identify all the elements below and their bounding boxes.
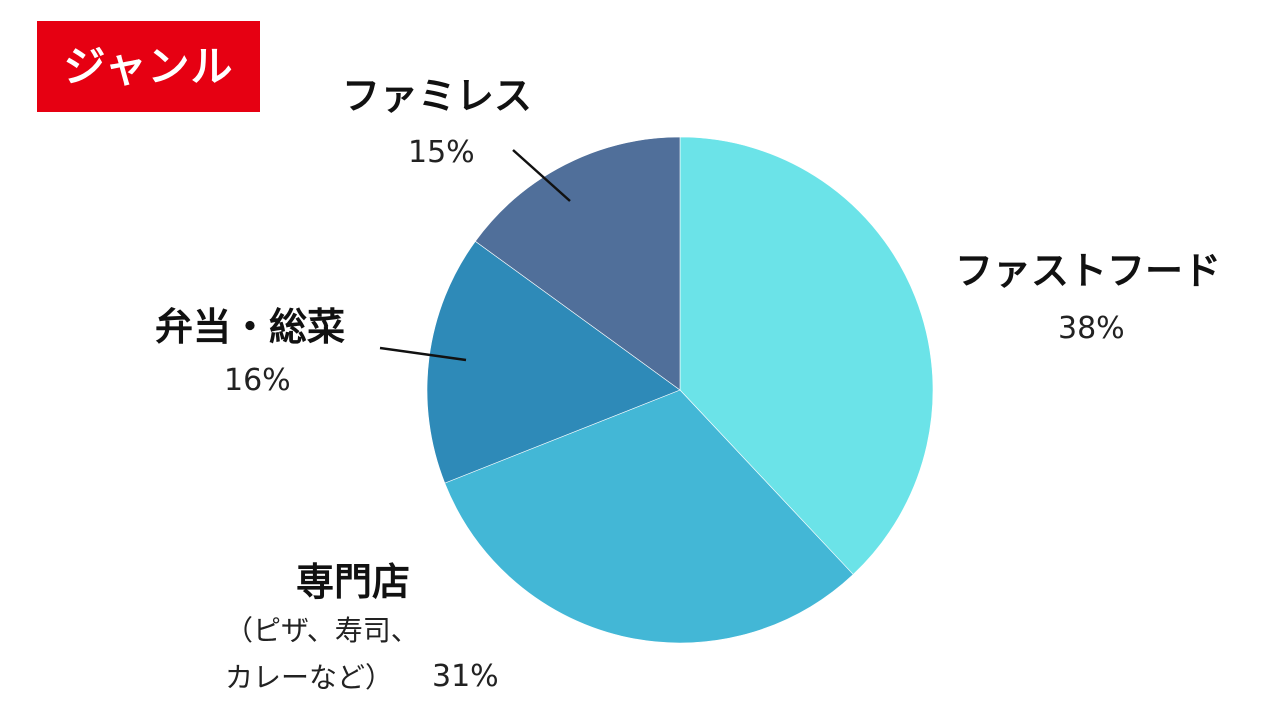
pie-slice-family-restaurant bbox=[474, 136, 681, 391]
label-fast-food-title: ファストフード bbox=[955, 249, 1222, 293]
leader-line-bento bbox=[379, 346, 467, 362]
pie-slice-specialty bbox=[444, 389, 854, 644]
label-family-restaurant-title: ファミレス bbox=[342, 74, 533, 118]
genre-badge: ジャンル bbox=[37, 21, 260, 112]
label-specialty-note-2: カレーなど） bbox=[225, 661, 394, 694]
pie-slices bbox=[426, 136, 934, 644]
label-fast-food-value: 38% bbox=[1058, 311, 1125, 346]
pie-slice-bento bbox=[426, 240, 681, 484]
label-specialty-note-1: （ピザ、寿司、 bbox=[225, 614, 419, 647]
label-specialty-value: 31% bbox=[432, 659, 499, 694]
label-bento-value: 16% bbox=[224, 363, 291, 398]
leader-line-family-restaurant bbox=[512, 149, 571, 202]
pie-slice-fast-food bbox=[679, 136, 934, 575]
label-specialty-title: 専門店 bbox=[296, 560, 411, 604]
label-family-restaurant-value: 15% bbox=[408, 135, 475, 170]
label-bento-title: 弁当・総菜 bbox=[155, 305, 346, 349]
